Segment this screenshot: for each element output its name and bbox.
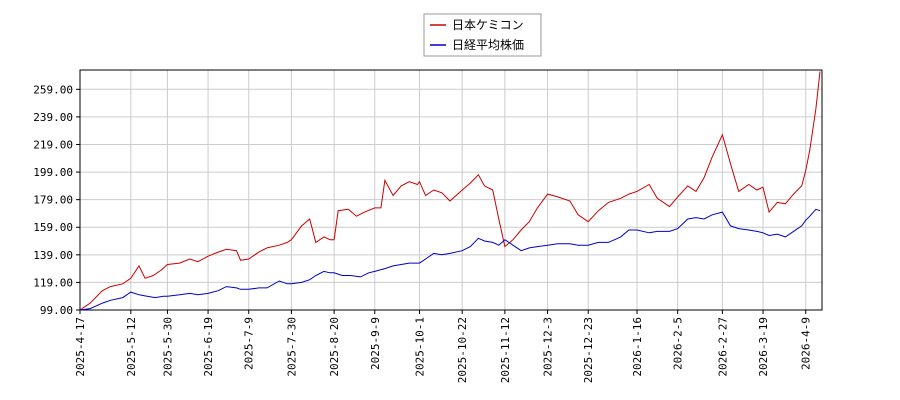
y-tick-label: 239.00 (33, 111, 73, 124)
y-tick-label: 99.00 (40, 304, 73, 317)
series-line-nikkei (79, 208, 821, 311)
x-tick-label: 2025-6-19 (202, 317, 215, 377)
y-tick-label: 139.00 (33, 249, 73, 262)
series-line-nihon-chemicon (79, 71, 821, 311)
plot-area (79, 69, 823, 311)
x-tick-label: 2026-2-5 (672, 317, 685, 370)
x-tick-label: 2025-10-22 (456, 317, 469, 383)
y-tick-label: 159.00 (33, 221, 73, 234)
x-tick-label: 2026-3-19 (757, 317, 770, 377)
x-tick-label: 2025-4-17 (74, 317, 87, 377)
x-tick-label: 2026-1-16 (631, 317, 644, 377)
y-tick-label: 179.00 (33, 194, 73, 207)
series-layer (79, 71, 821, 311)
x-tick-label: 2025-11-12 (499, 317, 512, 383)
legend-label-nikkei: 日経平均株価 (452, 37, 524, 52)
x-tick-label: 2025-5-12 (125, 317, 138, 377)
y-tick-label: 219.00 (33, 138, 73, 151)
x-tick-label: 2025-5-30 (161, 317, 174, 377)
x-tick-label: 2026-2-27 (716, 317, 729, 377)
x-tick-label: 2025-7-9 (243, 317, 256, 370)
x-tick-label: 2025-12-3 (542, 317, 555, 377)
y-axis: 259.00 239.00 219.00 199.00 179.00 159.00 139.… (33, 83, 80, 317)
x-tick-label: 2025-10-1 (413, 317, 426, 377)
y-tick-label: 199.00 (33, 166, 73, 179)
legend-label-nihon-chemicon: 日本ケミコン (452, 18, 524, 32)
x-axis: 2025-4-17 2025-5-12 2025-5-30 2025-6-19 2025… (74, 310, 813, 383)
x-tick-label: 2025-9-9 (369, 317, 382, 370)
legend-box (423, 13, 542, 57)
y-tick-label: 259.00 (33, 83, 73, 96)
x-tick-label: 2026-4-9 (800, 317, 813, 370)
x-tick-label: 2025-12-23 (582, 317, 595, 383)
grid-lines (79, 70, 822, 311)
x-tick-label: 2025-7-30 (285, 317, 298, 377)
y-tick-label: 119.00 (33, 276, 73, 289)
legend: 日本ケミコン 日経平均株価 (423, 13, 542, 57)
x-tick-label: 2025-8-20 (328, 317, 341, 377)
